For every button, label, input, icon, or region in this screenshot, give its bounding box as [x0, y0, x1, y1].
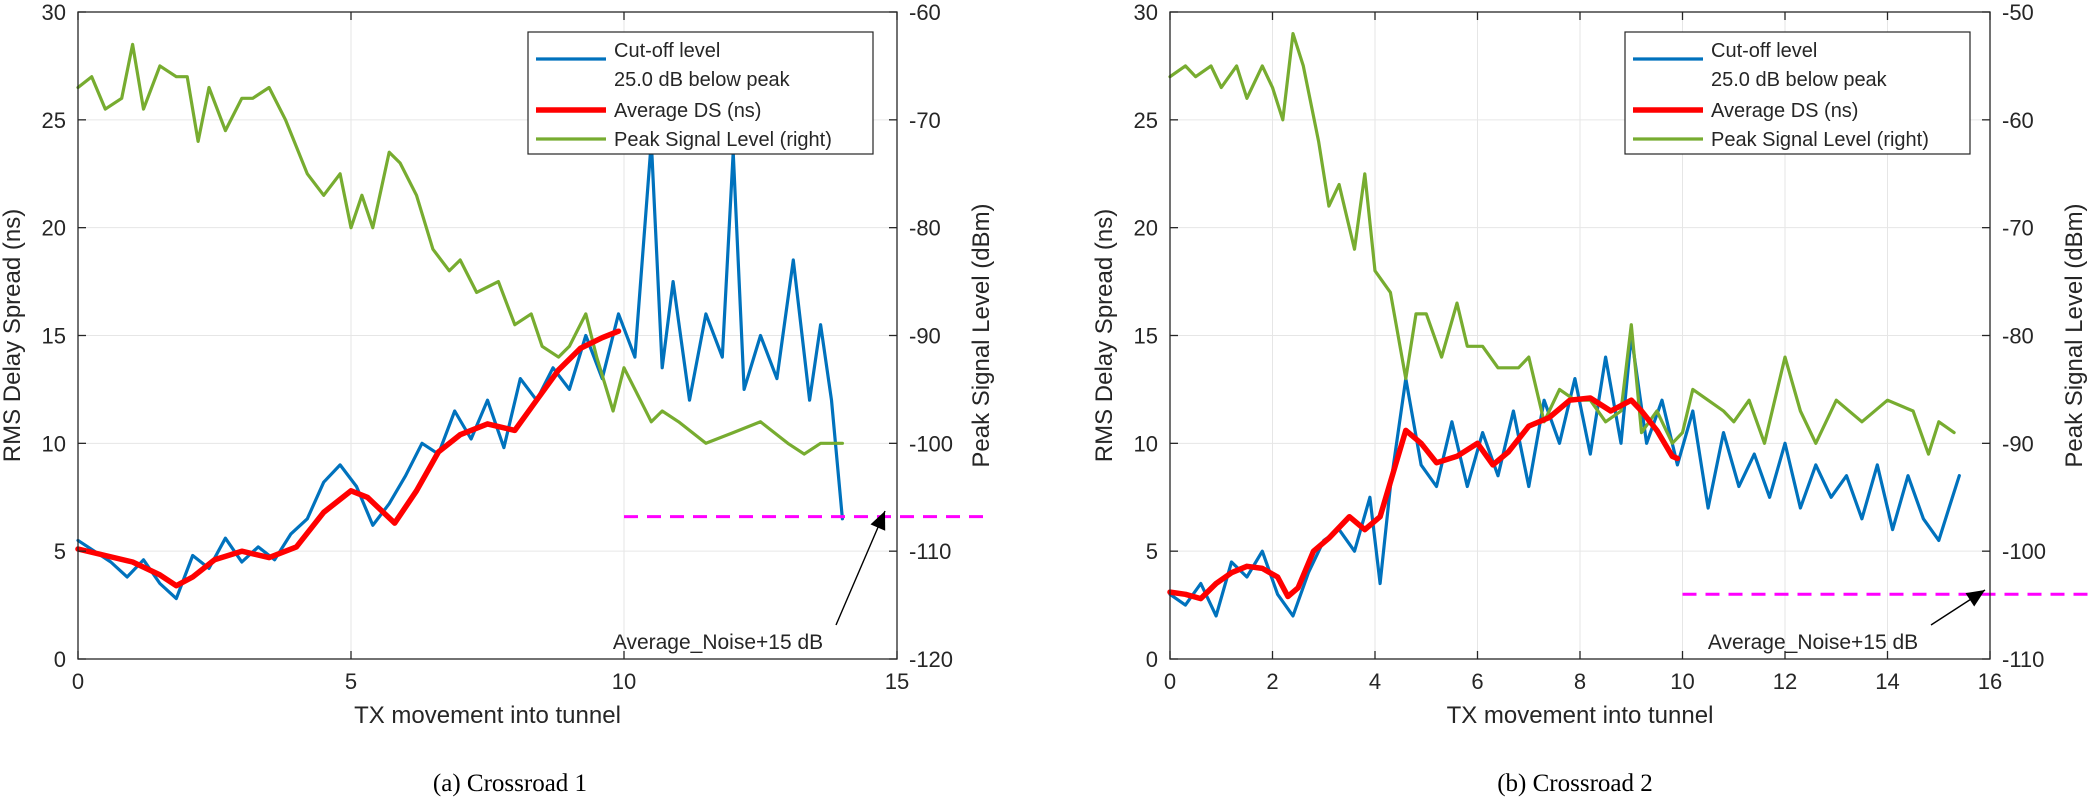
x-tick-label: 8: [1574, 669, 1586, 694]
y-tick-label-right: -70: [2002, 216, 2034, 241]
x-axis-label: TX movement into tunnel: [1447, 702, 1714, 729]
legend-label-average: Average DS (ns): [1711, 100, 1858, 122]
y-tick-label-left: 20: [1134, 216, 1158, 241]
annotation-text: Average_Noise+15 dB: [1708, 631, 1918, 654]
legend-label-cutoff: Cut-off level: [1711, 40, 1817, 62]
cutoff-level-line: [76, 139, 845, 601]
peak-signal-line: [76, 42, 845, 456]
y-tick-label-left: 30: [42, 0, 66, 25]
y-tick-label-right: -60: [909, 0, 941, 25]
y-tick-label-left: 10: [1134, 431, 1158, 456]
y-tick-label-left: 20: [42, 216, 66, 241]
y-axis-label-left: RMS Delay Spread (ns): [0, 209, 26, 462]
x-axis-label: TX movement into tunnel: [354, 702, 621, 729]
x-tick-label: 14: [1875, 669, 1899, 694]
legend-label-cutoff: Cut-off level: [614, 40, 720, 62]
legend-label-cutoff-2: 25.0 dB below peak: [1711, 69, 1888, 91]
y-axis-label-right: Peak Signal Level (dBm): [968, 203, 995, 467]
caption-crossroad-1: (a) Crossroad 1: [432, 770, 588, 797]
x-tick-label: 12: [1773, 669, 1797, 694]
legend-label-cutoff-2: 25.0 dB below peak: [614, 69, 791, 91]
y-tick-label-right: -50: [2002, 0, 2034, 25]
y-tick-label-left: 5: [1146, 539, 1158, 564]
y-tick-label-left: 0: [54, 647, 66, 672]
annotation-arrow-line: [835, 510, 886, 626]
legend-box: [527, 31, 874, 155]
y-tick-label-right: -80: [909, 216, 941, 241]
caption-crossroad-2: (b) Crossroad 2: [1497, 770, 1653, 797]
x-tick-label: 2: [1266, 669, 1278, 694]
y-tick-label-left: 15: [42, 324, 66, 349]
chart-crossroad-1: 0 5 10 15 0 5 10 15 20 25 30 -120 -110 -100 -90 -80 -70 -…: [0, 0, 995, 729]
annotation-arrow-head: [870, 511, 886, 531]
annotation-arrow-head: [1965, 590, 1985, 607]
x-tick-label: 6: [1471, 669, 1483, 694]
average-ds-line: [1167, 395, 1681, 602]
y-axis-label-right: Peak Signal Level (dBm): [2061, 203, 2088, 467]
y-tick-label-left: 0: [1146, 647, 1158, 672]
y-tick-label-right: -60: [2002, 108, 2034, 133]
y-tick-label-left: 30: [1134, 0, 1158, 25]
y-tick-label-right: -120: [909, 647, 953, 672]
x-tick-label: 15: [885, 669, 909, 694]
x-tick-label: 4: [1369, 669, 1381, 694]
y-tick-label-left: 25: [42, 108, 66, 133]
legend-label-peak: Peak Signal Level (right): [614, 129, 832, 151]
x-tick-label: 16: [1978, 669, 2002, 694]
legend-box: [1624, 31, 1971, 155]
x-tick-label: 0: [72, 669, 84, 694]
x-tick-label: 10: [1670, 669, 1694, 694]
average-ds-line: [75, 328, 622, 589]
y-tick-label-right: -110: [2002, 647, 2044, 672]
y-tick-label-right: -70: [909, 108, 941, 133]
y-tick-label-right: -110: [909, 539, 951, 564]
y-tick-label-left: 10: [42, 431, 66, 456]
y-tick-label-left: 5: [54, 539, 66, 564]
x-tick-label: 0: [1164, 669, 1176, 694]
legend-label-peak: Peak Signal Level (right): [1711, 129, 1929, 151]
y-tick-label-left: 25: [1134, 108, 1158, 133]
x-tick-label: 10: [612, 669, 636, 694]
x-tick-label: 5: [345, 669, 357, 694]
y-axis-label-left: RMS Delay Spread (ns): [1091, 209, 1118, 462]
cutoff-level-line: [1168, 333, 1961, 618]
y-tick-label-right: -80: [2002, 324, 2034, 349]
y-tick-label-right: -90: [2002, 431, 2034, 456]
legend-label-average: Average DS (ns): [614, 100, 761, 122]
chart-crossroad-2: 0 2 4 6 8 10 12 14 16 0 5 10 15 20 25 30 -110 -100 -90 -80 -…: [1091, 0, 2090, 729]
y-tick-label-right: -90: [909, 324, 941, 349]
annotation-text: Average_Noise+15 dB: [613, 631, 823, 654]
y-tick-label-right: -100: [909, 431, 953, 456]
y-tick-label-right: -100: [2002, 539, 2046, 564]
peak-signal-line: [1168, 31, 1956, 456]
y-tick-label-left: 15: [1134, 324, 1158, 349]
